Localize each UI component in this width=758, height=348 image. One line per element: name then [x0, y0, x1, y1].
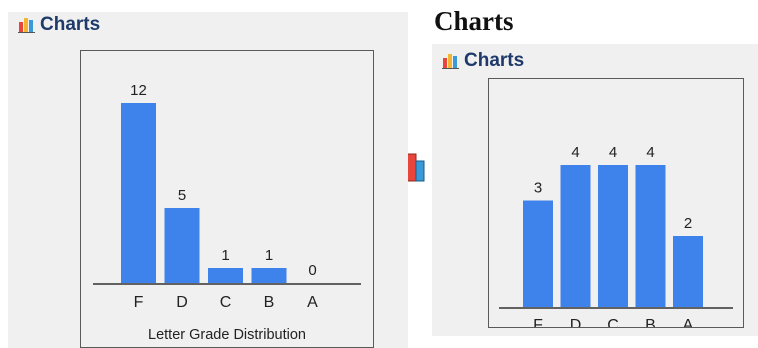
bar-value-label: 4 — [571, 144, 579, 161]
x-tick-label: F — [533, 317, 543, 327]
x-tick-label: D — [570, 317, 582, 327]
chart-bar-a — [673, 236, 703, 307]
panel-header: Charts — [442, 50, 524, 72]
bar-chart-icon — [18, 18, 35, 33]
x-tick-label: A — [307, 294, 318, 311]
panel-header-label: Charts — [40, 14, 101, 35]
bar-value-label: 3 — [534, 180, 542, 197]
chart-bar-f — [523, 200, 553, 307]
chart-panel-right: Charts 3F4D4C4B2ALetter Grade Distributi… — [432, 44, 758, 336]
bar-value-label: 4 — [609, 144, 617, 161]
bar-value-label: 2 — [684, 215, 692, 232]
x-tick-label: B — [264, 294, 275, 311]
bar-chart: 3F4D4C4B2ALetter Grade Distribution — [499, 144, 733, 327]
chart-bar-b — [251, 268, 287, 283]
chart-panel-left: Charts 12 F 5 D 1 C 1 B 0 A Letter Grade Distribut… — [8, 12, 408, 348]
x-tick-label: F — [134, 294, 144, 311]
chart-bar-f — [121, 103, 156, 283]
bar-chart-icon — [406, 153, 425, 182]
chart-bar-d — [164, 208, 200, 283]
panel-header: Charts — [18, 14, 100, 36]
x-tick-label: C — [220, 294, 232, 311]
bar-value-label: 4 — [646, 144, 654, 161]
panel-header-label: Charts — [464, 50, 525, 71]
chart-bar-d — [560, 165, 591, 307]
x-tick-label: D — [176, 294, 188, 311]
x-axis-title: Letter Grade Distribution — [148, 327, 306, 343]
bar-chart-icon — [442, 54, 459, 69]
x-tick-label: A — [683, 317, 694, 327]
bar-value-label: 12 — [130, 82, 147, 99]
bar-value-label: 5 — [178, 187, 186, 204]
bar-value-label: 1 — [221, 247, 229, 264]
x-tick-label: B — [645, 317, 656, 327]
bar-value-label: 0 — [308, 262, 316, 279]
chart-bar-c — [598, 165, 628, 307]
chart-bar-b — [635, 165, 666, 307]
chart-bar-c — [208, 268, 243, 283]
bar-value-label: 1 — [265, 247, 273, 264]
page-title: Charts — [434, 6, 514, 36]
chart-frame: 3F4D4C4B2ALetter Grade Distribution — [488, 78, 744, 328]
x-tick-label: C — [607, 317, 619, 327]
chart-frame: 12 F 5 D 1 C 1 B 0 A Letter Grade Distribution — [80, 50, 374, 348]
